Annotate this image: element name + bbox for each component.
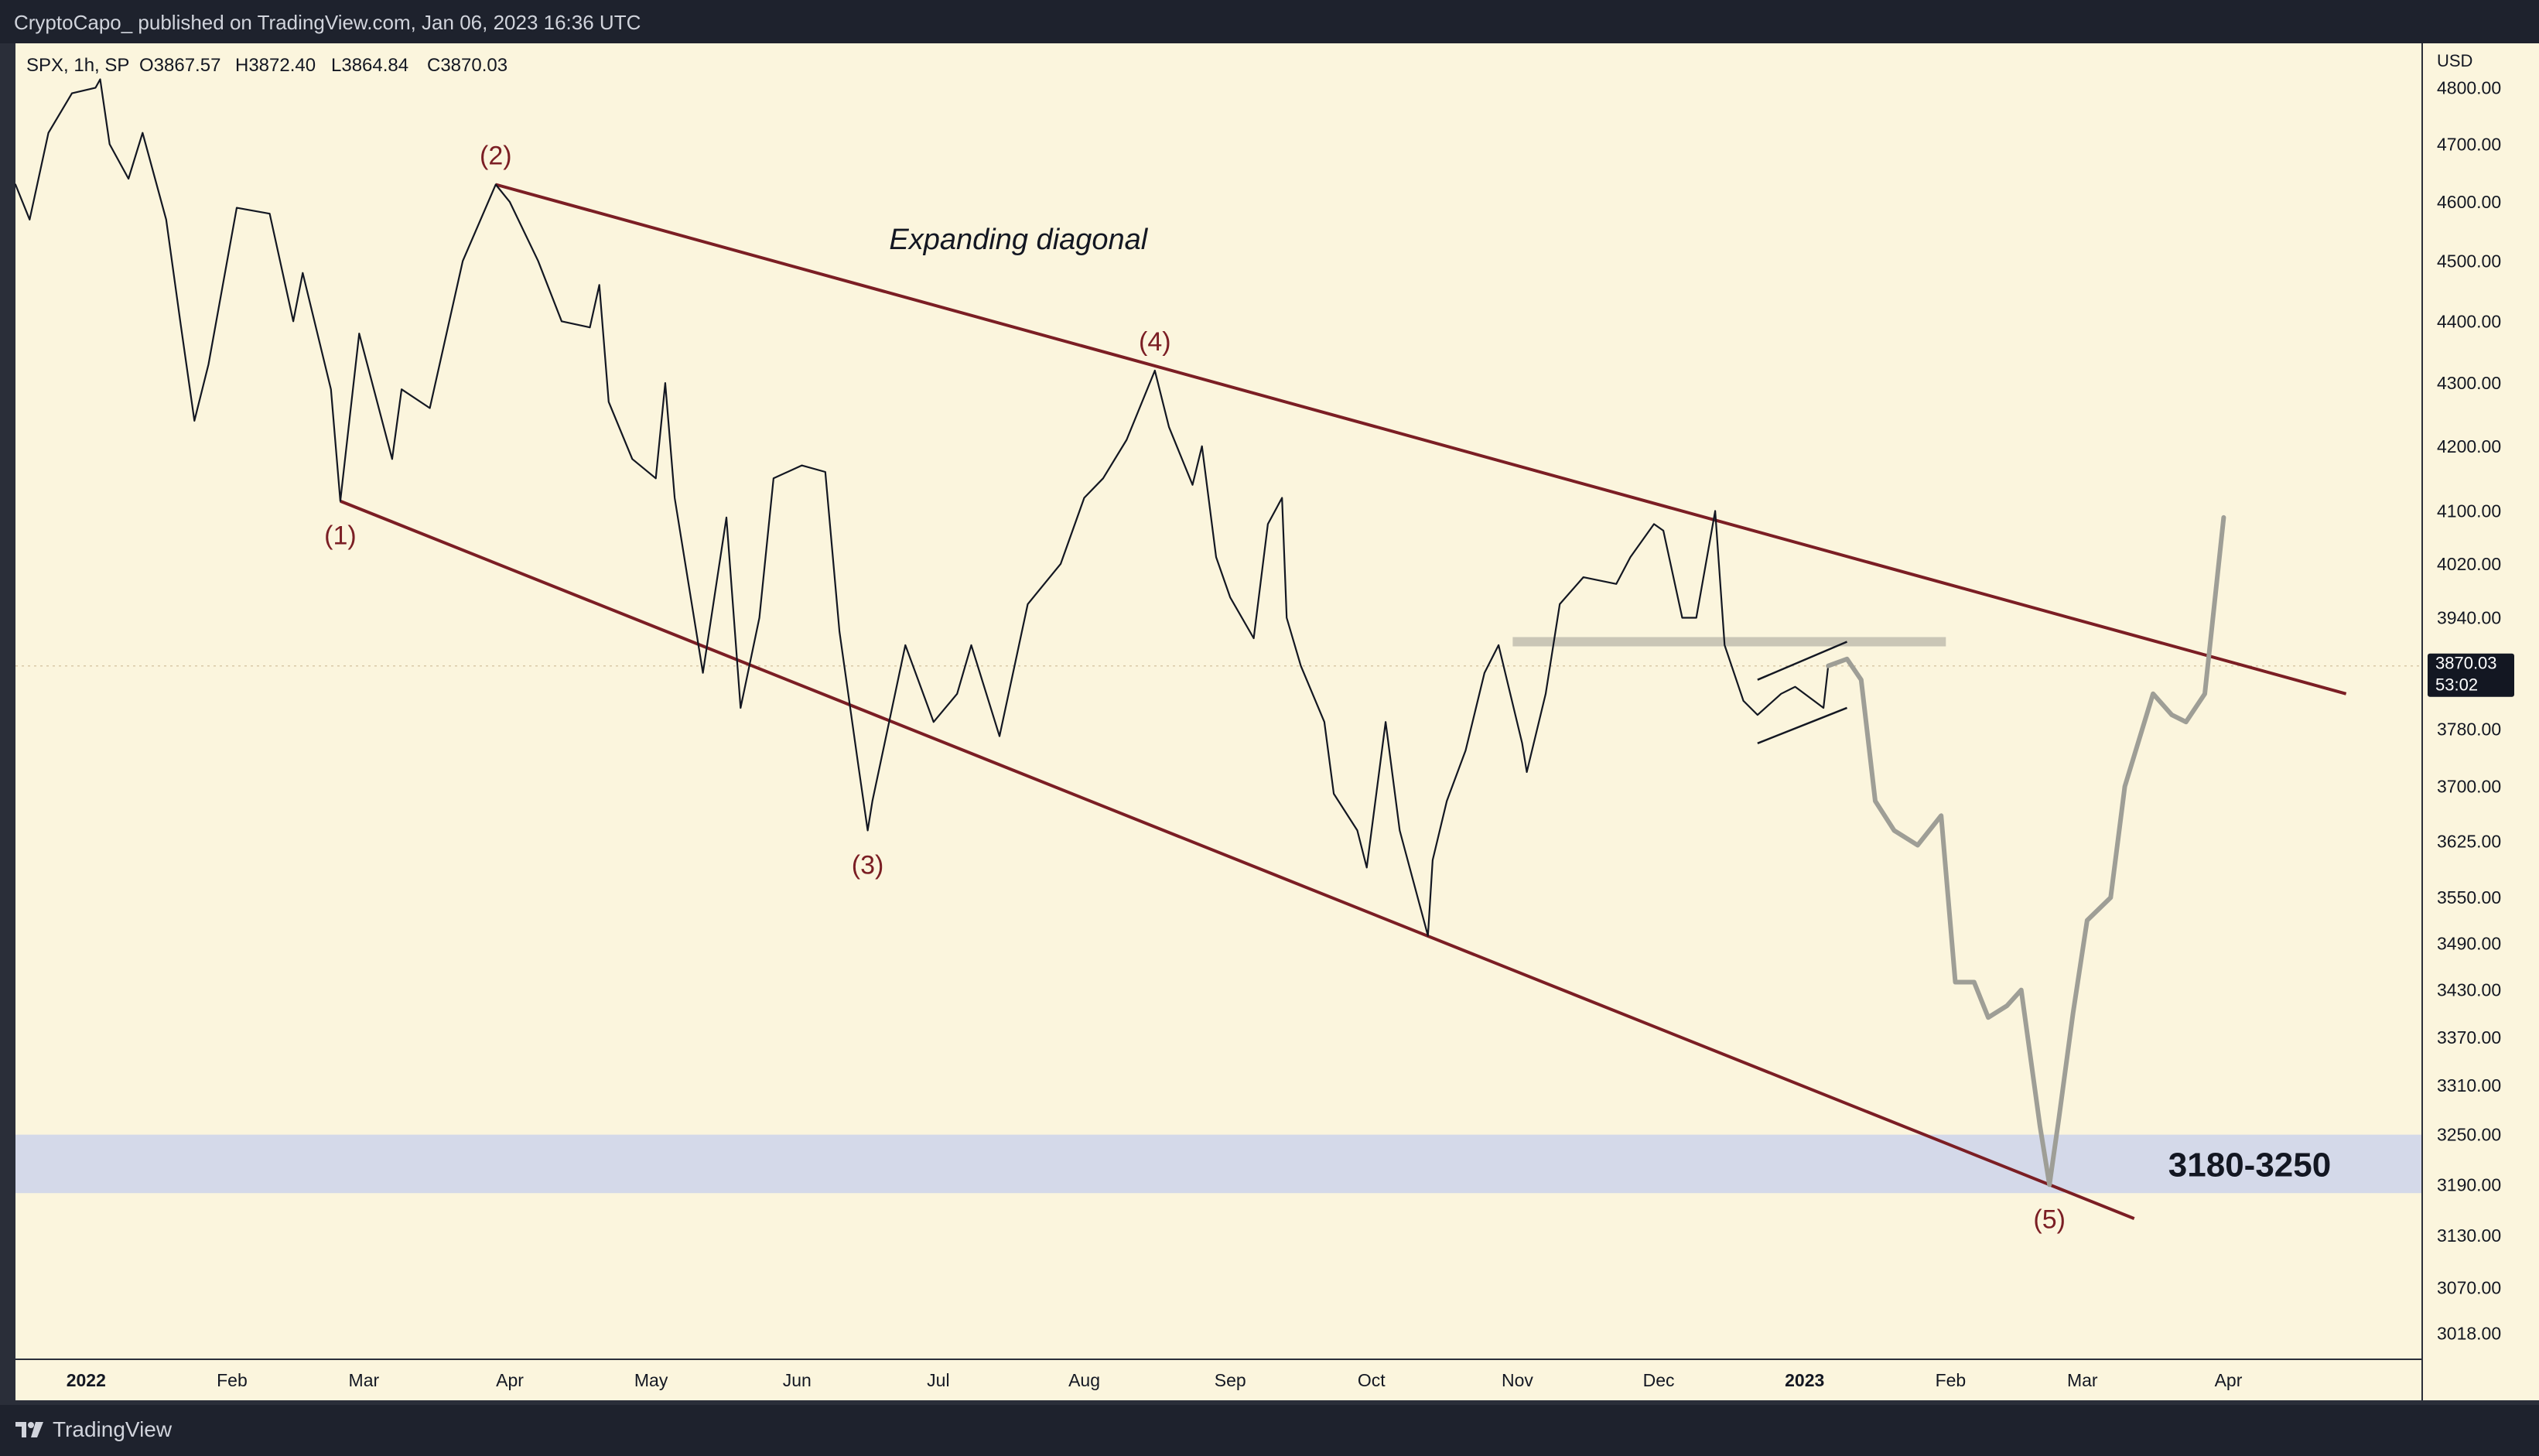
x-tick-label: Jul	[927, 1370, 949, 1390]
price-axis[interactable]	[2423, 43, 2539, 1400]
wave-label: (5)	[2033, 1205, 2066, 1234]
y-tick-label: 3190.00	[2437, 1174, 2501, 1195]
channel-lines	[340, 183, 2347, 1220]
x-tick-label: Dec	[1643, 1370, 1675, 1390]
wave-label: (4)	[1139, 327, 1171, 357]
legend-symbol: SPX, 1h, SP	[26, 55, 129, 76]
y-tick-label: 3430.00	[2437, 980, 2501, 1000]
legend-high: H3872.40	[235, 55, 316, 76]
y-tick-label: 3018.00	[2437, 1324, 2501, 1344]
legend-open: O3867.57	[139, 55, 220, 76]
y-tick-label: 3625.00	[2437, 832, 2501, 852]
publisher-credit: CryptoCapo_ published on TradingView.com…	[14, 11, 641, 34]
wedge-lower-line	[1757, 706, 1847, 744]
y-tick-label: 3250.00	[2437, 1125, 2501, 1145]
y-tick-label: 3550.00	[2437, 887, 2501, 907]
y-tick-label: 4400.00	[2437, 311, 2501, 331]
price-chart[interactable]: 3180-3250 (1) (2) (3) (4) (5) Expanding diag…	[0, 0, 2539, 1405]
y-tick-label: 3490.00	[2437, 933, 2501, 953]
wave-label: (3)	[852, 850, 884, 880]
x-axis-ticks: 2022 Feb Mar Apr May Jun Jul Aug Sep Oct Nov Dec 202…	[67, 1370, 2243, 1390]
y-tick-label: 4800.00	[2437, 77, 2501, 97]
y-tick-label: 4500.00	[2437, 251, 2501, 271]
y-tick-label: 3700.00	[2437, 777, 2501, 797]
x-tick-label: Apr	[2215, 1370, 2243, 1390]
x-tick-label: Mar	[2067, 1370, 2098, 1390]
wedge-upper-line	[1757, 641, 1847, 681]
y-tick-label: 3940.00	[2437, 608, 2501, 628]
y-tick-label: 4300.00	[2437, 373, 2501, 393]
x-tick-label: Feb	[217, 1370, 248, 1390]
x-tick-label: Sep	[1215, 1370, 1246, 1390]
wave-label: (2)	[480, 141, 512, 170]
support-zone-band	[15, 1134, 2421, 1194]
target-zone: 3180-3250	[15, 1134, 2421, 1194]
last-price-tag-box	[2428, 653, 2514, 697]
y-tick-label: 4020.00	[2437, 554, 2501, 574]
expanding-diagonal-annotation: Expanding diagonal	[889, 224, 1148, 256]
y-tick-label: 3310.00	[2437, 1075, 2501, 1095]
projection-series-line	[1826, 514, 2226, 1188]
x-tick-label: Feb	[1936, 1370, 1967, 1390]
x-tick-label: Jun	[783, 1370, 812, 1390]
x-tick-label: Mar	[349, 1370, 380, 1390]
price-series-line	[14, 78, 1830, 937]
channel-lower-line	[340, 499, 2135, 1220]
y-tick-label: 4700.00	[2437, 134, 2501, 154]
x-tick-label: May	[634, 1370, 668, 1390]
wave-labels: (1) (2) (3) (4) (5)	[324, 141, 2066, 1234]
price-unit: USD	[2437, 51, 2472, 70]
wave-label: (1)	[324, 521, 357, 551]
y-tick-label: 3130.00	[2437, 1225, 2501, 1246]
legend-close: C3870.03	[427, 55, 507, 76]
footer-bar: TradingView	[0, 1405, 2539, 1456]
footer-brand-label: TradingView	[53, 1417, 173, 1441]
y-tick-label: 4100.00	[2437, 501, 2501, 521]
zone-label: 3180-3250	[2168, 1146, 2331, 1184]
tradingview-logo-icon	[15, 1422, 43, 1437]
x-tick-label: Oct	[1358, 1370, 1386, 1390]
series-group	[14, 78, 2226, 1188]
time-axis[interactable]	[15, 1360, 2421, 1400]
chart-legend: SPX, 1h, SP O3867.57 H3872.40 L3864.84 C…	[26, 55, 507, 76]
tradingview-brand[interactable]: TradingView	[14, 1417, 172, 1442]
bar-countdown: 53:02	[2435, 675, 2478, 695]
y-tick-label: 4200.00	[2437, 436, 2501, 456]
last-price-value: 3870.03	[2435, 654, 2497, 673]
y-tick-label: 3780.00	[2437, 719, 2501, 739]
y-tick-label: 3070.00	[2437, 1277, 2501, 1297]
y-tick-label: 4600.00	[2437, 192, 2501, 212]
legend-low: L3864.84	[331, 55, 408, 76]
wedge-lines	[1757, 641, 1847, 744]
channel-upper-line	[495, 183, 2347, 696]
publish-header: CryptoCapo_ published on TradingView.com…	[0, 0, 2539, 43]
y-tick-label: 3370.00	[2437, 1027, 2501, 1048]
x-tick-label: 2023	[1785, 1370, 1824, 1390]
x-tick-label: 2022	[67, 1370, 106, 1390]
last-price-tag: 3870.03 53:02	[2428, 653, 2514, 697]
x-tick-label: Nov	[1502, 1370, 1533, 1390]
x-tick-label: Aug	[1068, 1370, 1100, 1390]
x-tick-label: Apr	[496, 1370, 524, 1390]
